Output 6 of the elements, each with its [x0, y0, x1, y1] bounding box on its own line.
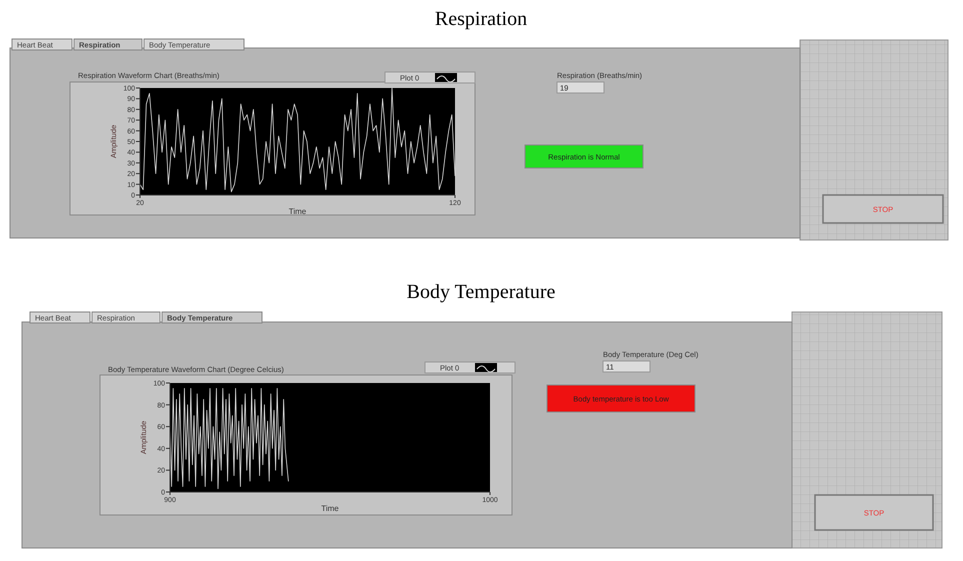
chart-title: Respiration — [434, 8, 528, 30]
line-series — [170, 388, 289, 490]
x-axis-title: Time — [321, 504, 340, 513]
x-axis-title: Time — [288, 207, 307, 216]
chart-title: Body Temperature — [406, 281, 556, 303]
line-series — [140, 88, 456, 192]
